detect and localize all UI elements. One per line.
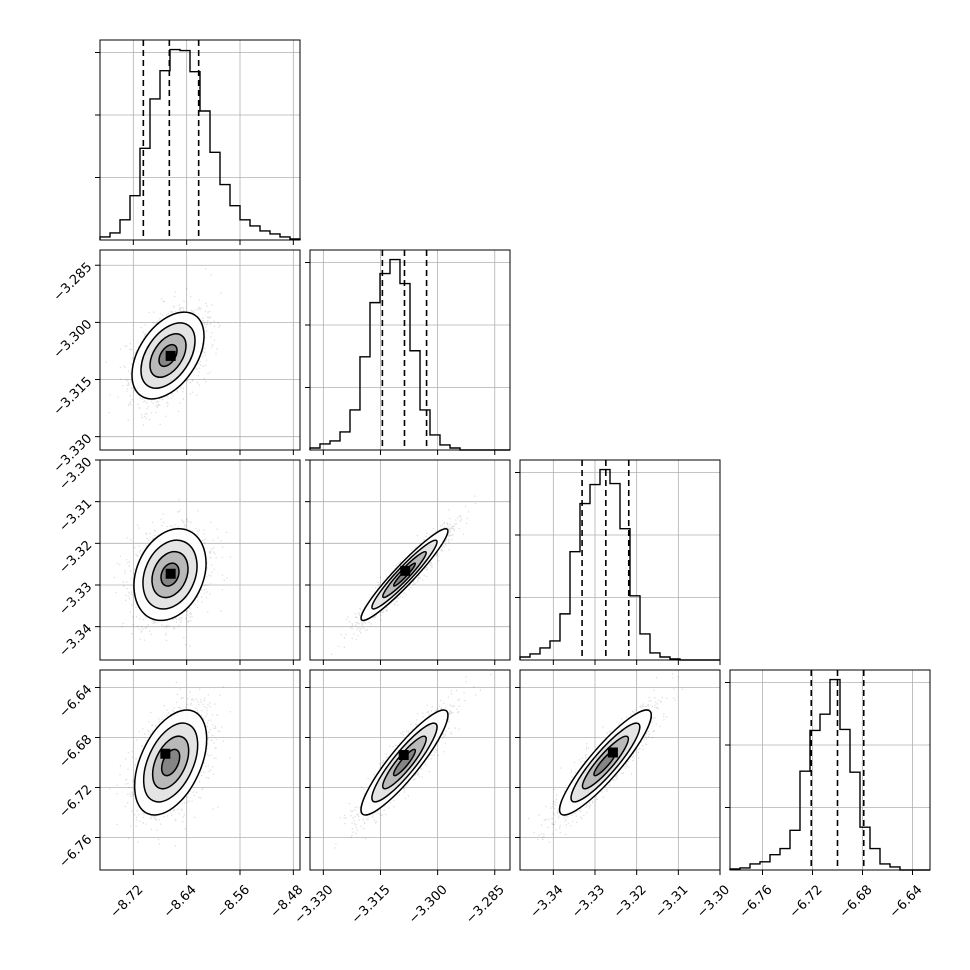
scatter-panel-3-0 xyxy=(100,670,300,870)
hist-step xyxy=(99,48,301,240)
axes-panel-2-1 xyxy=(305,459,511,665)
x-tick-label: −3.30 xyxy=(694,882,733,921)
x-tick-label: −6.64 xyxy=(887,882,926,921)
y-tick-label: −6.72 xyxy=(57,782,96,821)
hist-panel-2 xyxy=(515,459,721,665)
panel-frame xyxy=(309,459,511,661)
y-tick-label: −6.68 xyxy=(57,732,96,771)
y-tick-label: −3.32 xyxy=(57,538,96,577)
density-peak xyxy=(160,748,171,759)
panel-frame xyxy=(729,669,931,871)
panel-frame xyxy=(99,669,301,871)
x-tick-label: −6.68 xyxy=(837,882,876,921)
y-tick-label: −6.76 xyxy=(57,832,96,871)
x-tick-label: −3.315 xyxy=(349,882,394,927)
x-tick-label: −6.76 xyxy=(737,882,776,921)
y-tick-label: −3.31 xyxy=(57,496,96,535)
axes-panel-3-1 xyxy=(305,669,511,875)
x-tick-label: −3.34 xyxy=(528,882,567,921)
hist-panel-3 xyxy=(725,669,931,875)
axes-panel-2-0 xyxy=(95,459,301,665)
density-peak xyxy=(165,568,176,579)
axes-panel-3-0 xyxy=(95,669,301,875)
y-tick-label: −3.315 xyxy=(51,374,96,419)
x-tick-label: −3.33 xyxy=(569,882,608,921)
hist-step xyxy=(519,468,720,661)
scatter-panel-2-0 xyxy=(100,460,300,660)
scatter-panel-3-2 xyxy=(520,670,720,870)
panel-frame xyxy=(99,39,301,241)
y-tick-label: −3.34 xyxy=(57,621,96,660)
x-tick-label: −8.72 xyxy=(108,882,147,921)
x-tick-label: −6.72 xyxy=(787,882,826,921)
scatter-panel-1-0 xyxy=(100,250,300,450)
axes-panel-3-2 xyxy=(515,669,721,875)
density-peak xyxy=(398,750,409,760)
x-tick-label: −8.64 xyxy=(161,882,200,921)
hist-step xyxy=(309,258,510,451)
x-tick-label: −8.56 xyxy=(214,882,253,921)
panel-frame xyxy=(99,249,301,451)
y-tick-label: −3.300 xyxy=(51,317,96,362)
panel-frame xyxy=(309,669,511,871)
density-peak xyxy=(400,565,411,576)
axes-panel-1-0 xyxy=(95,249,301,455)
y-tick-label: −6.64 xyxy=(57,682,96,721)
panel-frame xyxy=(99,459,301,661)
y-tick-label: −3.285 xyxy=(51,260,96,305)
x-tick-label: −3.300 xyxy=(406,882,451,927)
density-peak xyxy=(165,350,176,361)
x-tick-label: −3.285 xyxy=(463,882,508,927)
x-tick-label: −3.32 xyxy=(611,882,650,921)
panel-frame xyxy=(519,459,721,661)
density-contour xyxy=(392,748,417,777)
scatter-panel-3-1 xyxy=(310,670,510,870)
panel-frame xyxy=(309,249,511,451)
y-tick-label: −3.33 xyxy=(57,580,96,619)
panel-frame xyxy=(519,669,721,871)
density-peak xyxy=(607,747,618,758)
hist-step xyxy=(729,678,930,871)
hist-panel-0 xyxy=(95,39,301,245)
scatter-panel-2-1 xyxy=(310,460,510,660)
hist-panel-1 xyxy=(305,249,511,455)
x-tick-label: −3.31 xyxy=(653,882,692,921)
